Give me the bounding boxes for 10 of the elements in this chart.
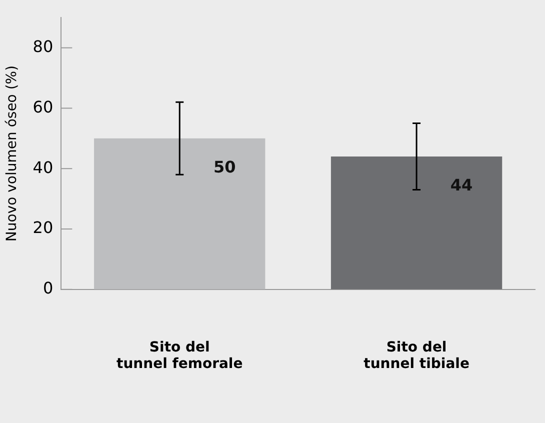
y-axis-title: Nuovo volumen óseo (%)	[4, 65, 20, 242]
x-tick-label: Sito del tunnel tibiale	[364, 339, 470, 372]
y-tick-label: 20	[32, 218, 54, 238]
y-tick-label: 80	[32, 36, 54, 56]
y-tick-label: 60	[32, 97, 54, 116]
data-label: 50	[213, 158, 236, 177]
data-label: 44	[450, 176, 473, 195]
y-tick-label: 0	[42, 278, 54, 298]
x-tick-label: Sito del tunnel femorale	[116, 339, 243, 372]
y-tick-label: 40	[32, 158, 54, 177]
